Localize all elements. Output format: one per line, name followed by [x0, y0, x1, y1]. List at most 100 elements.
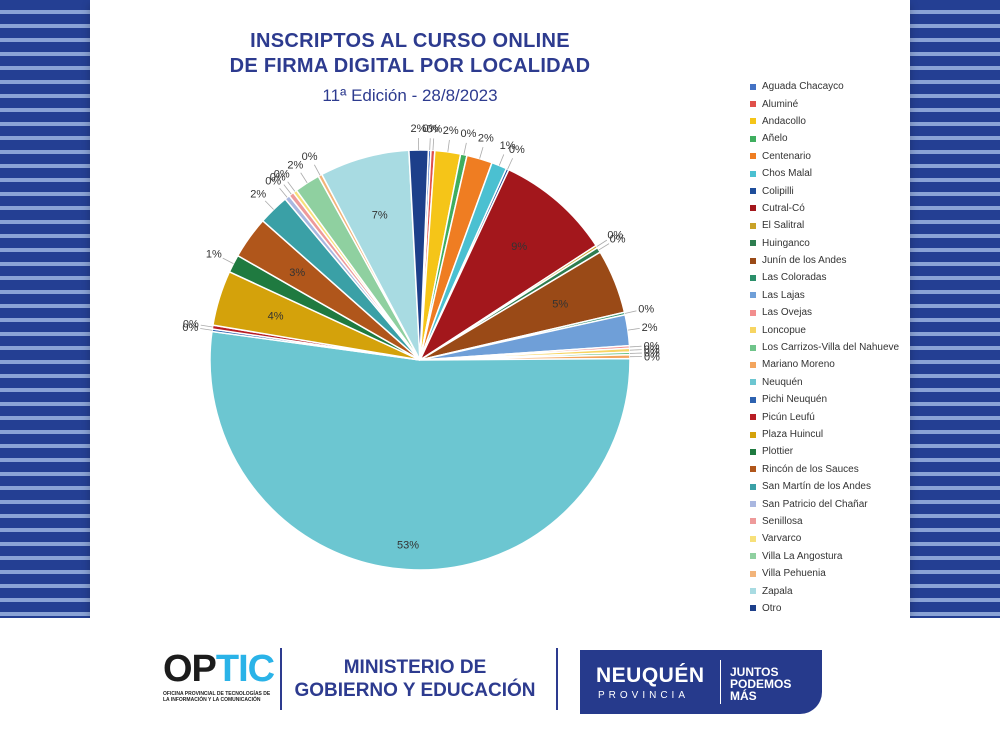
pie-label-colipilli: 0% — [509, 144, 525, 156]
legend-label: Huinganco — [762, 237, 810, 249]
legend-label: Villa Pehuenia — [762, 568, 826, 580]
pie-leader-line — [479, 147, 484, 159]
pie-leader-line — [432, 138, 435, 151]
legend-swatch — [750, 501, 756, 508]
pie-label-pichi-neuquen: 0% — [182, 322, 198, 334]
pie-leader-line — [287, 181, 296, 192]
ministry-line2: GOBIERNO Y EDUCACIÓN — [294, 680, 536, 701]
pie-leader-line — [200, 324, 213, 328]
pie-label-plaza-huincul: 4% — [268, 310, 284, 322]
pie-leader-line — [629, 345, 642, 348]
legend-item-senillosa: Senillosa — [750, 513, 920, 530]
pie-label-aguada-chacayco: 0% — [423, 123, 439, 135]
legend-item-zapala: Zapala — [750, 582, 920, 599]
pie-label-anelo: 0% — [461, 128, 477, 140]
legend-label: Mariano Moreno — [762, 359, 835, 371]
pie-label-alumine: 0% — [426, 123, 442, 135]
legend-swatch — [750, 135, 756, 142]
legend-swatch — [750, 118, 756, 125]
legend-label: Cutral-Có — [762, 202, 805, 214]
legend-swatch — [750, 274, 756, 281]
chart-legend: Aguada Chacayco Aluminé Andacollo Añelo Cent… — [750, 78, 920, 617]
pie-leader-line — [313, 164, 321, 176]
pie-leader-line — [447, 139, 450, 152]
legend-label: Aguada Chacayco — [762, 81, 844, 93]
pie-slice-cutral-co — [418, 168, 598, 363]
legend-item-cutral-co: Cutral-Có — [750, 200, 920, 217]
legend-label: Loncopue — [762, 324, 806, 336]
footer-divider — [556, 648, 558, 710]
pie-leader-line — [264, 200, 274, 210]
legend-item-otro: Otro — [750, 600, 920, 617]
legend-item-varvarco: Varvarco — [750, 530, 920, 547]
pie-leader-line — [279, 187, 288, 198]
legend-label: Andacollo — [762, 115, 806, 127]
legend-label: Las Lajas — [762, 289, 805, 301]
legend-swatch — [750, 222, 756, 229]
legend-item-anelo: Añelo — [750, 130, 920, 147]
legend-item-pichi-neuquen: Pichi Neuquén — [750, 391, 920, 408]
pie-label-loncopue: 0% — [644, 344, 660, 356]
pie-chart: 0%0% 2% 0% 2%1%0%9%0%0%5% 0%2%0%0%0%0%53%0%0… — [182, 123, 660, 571]
optic-logo: OPTIC OFICINA PROVINCIAL DE TECNOLOGÍAS … — [163, 648, 275, 703]
pie-label-chos-malal: 1% — [500, 140, 516, 152]
legend-label: Rincón de los Sauces — [762, 463, 859, 475]
pie-label-huinganco: 0% — [610, 233, 626, 245]
footer — [0, 618, 1000, 734]
legend-swatch — [750, 414, 756, 421]
legend-label: Junín de los Andes — [762, 255, 847, 267]
legend-label: Aluminé — [762, 98, 799, 110]
optic-logo-op: OP — [163, 648, 217, 690]
optic-logo-tic: TIC — [215, 648, 275, 690]
legend-item-rincon-de-los-sauces: Rincón de los Sauces — [750, 461, 920, 478]
pie-label-centenario: 2% — [478, 133, 494, 145]
legend-item-chos-malal: Chos Malal — [750, 165, 920, 182]
legend-label: Las Coloradas — [762, 272, 827, 284]
legend-swatch — [750, 257, 756, 264]
pie-label-san-martin-de-los-andes: 2% — [250, 189, 266, 201]
pie-label-san-patricio-del-chanar: 0% — [265, 175, 281, 187]
legend-swatch — [750, 83, 756, 90]
pie-label-mariano-moreno: 0% — [644, 351, 660, 363]
pie-label-villa-pehuenia: 0% — [302, 151, 318, 163]
legend-swatch — [750, 188, 756, 195]
ministry-line1: MINISTERIO DE — [343, 657, 487, 678]
pie-label-neuquen: 53% — [397, 539, 419, 551]
legend-swatch — [750, 153, 756, 160]
pie-label-las-coloradas: 0% — [638, 304, 654, 316]
slogan-line1: JUNTOS — [730, 665, 779, 679]
legend-item-san-martin-de-los-andes: San Martín de los Andes — [750, 478, 920, 495]
legend-item-junin-de-los-andes: Junín de los Andes — [750, 252, 920, 269]
legend-item-centenario: Centenario — [750, 148, 920, 165]
legend-swatch — [750, 101, 756, 108]
legend-item-huinganco: Huinganco — [750, 235, 920, 252]
pie-leader-line — [596, 239, 608, 247]
pie-label-senillosa: 0% — [270, 172, 286, 184]
slogan-line2: PODEMOS — [730, 677, 792, 691]
legend-label: Zapala — [762, 585, 793, 597]
legend-swatch — [750, 553, 756, 560]
legend-swatch — [750, 466, 756, 473]
pie-leader-line — [507, 158, 513, 170]
legend-swatch — [750, 170, 756, 177]
brand-province: PROVINCIA — [598, 690, 690, 701]
legend-swatch — [750, 431, 756, 438]
legend-label: Varvarco — [762, 533, 802, 545]
legend-item-plottier: Plottier — [750, 443, 920, 460]
legend-label: Los Carrizos-Villa del Nahueve — [762, 342, 900, 354]
pie-label-rincon-de-los-sauces: 3% — [289, 267, 305, 279]
legend-item-los-carrizos-villa-del-nahueve: Los Carrizos-Villa del Nahueve — [750, 339, 920, 356]
pie-label-los-carrizos-villa-del-nahueve: 0% — [644, 348, 660, 360]
legend-label: Centenario — [762, 150, 811, 162]
pie-leader-line — [598, 243, 610, 251]
legend-item-las-lajas: Las Lajas — [750, 287, 920, 304]
pie-leader-line — [200, 328, 213, 331]
legend-label: Picún Leufú — [762, 411, 815, 423]
legend-label: Añelo — [762, 133, 788, 145]
chart-title-line2: DE FIRMA DIGITAL POR LOCALIDAD — [229, 55, 591, 77]
legend-label: Plaza Huincul — [762, 429, 824, 440]
legend-label: Colipilli — [762, 185, 794, 197]
legend-swatch — [750, 588, 756, 595]
pie-label-otro: 2% — [411, 123, 427, 135]
legend-item-andacollo: Andacollo — [750, 113, 920, 130]
